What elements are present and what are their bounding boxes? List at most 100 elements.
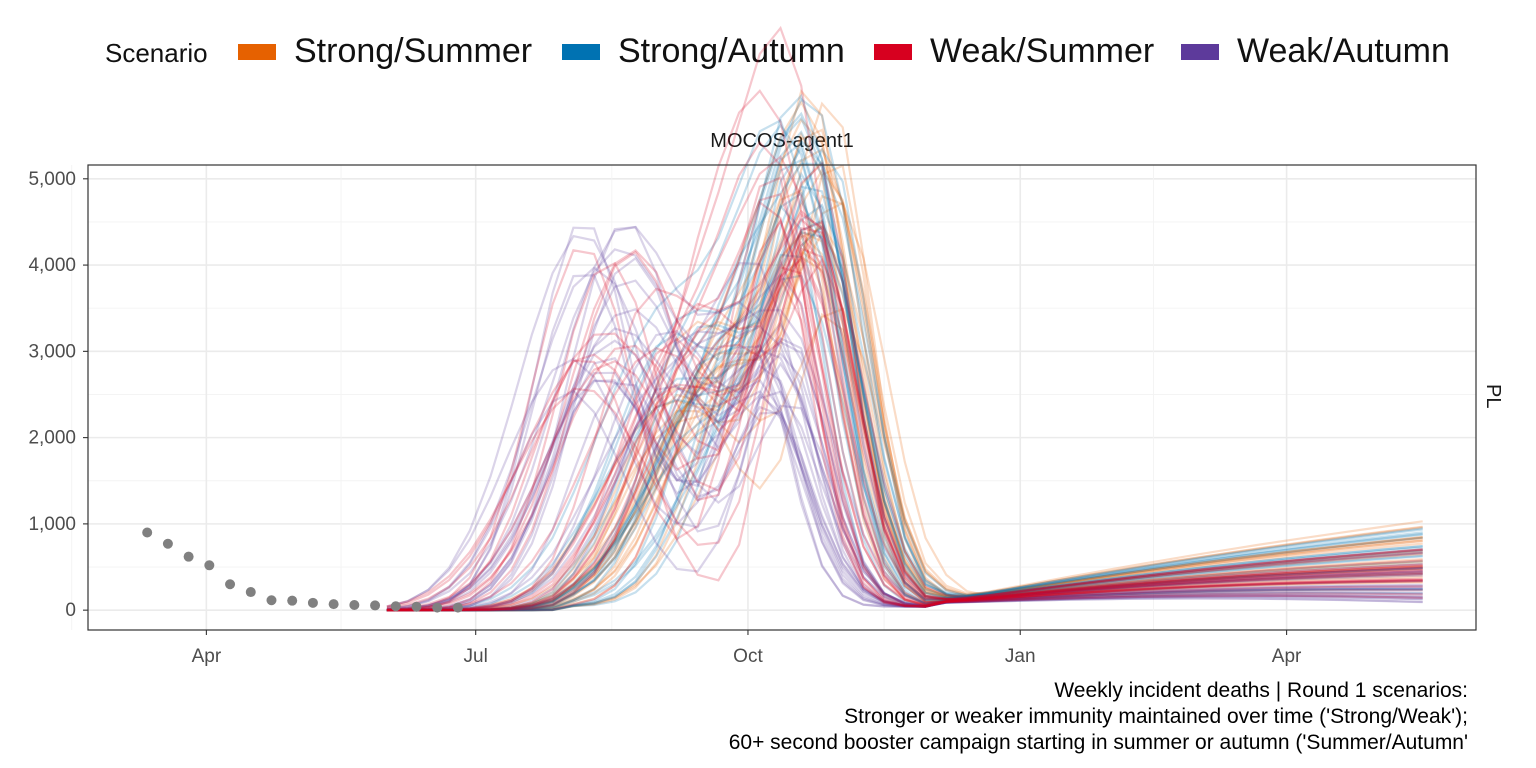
observed-point	[204, 560, 215, 571]
observed-point	[328, 599, 339, 610]
observed-point	[266, 595, 277, 606]
x-tick-label: Jul	[464, 646, 488, 667]
plot-border	[87, 164, 1477, 631]
trajectory-strong-autumn	[386, 97, 1423, 612]
caption-line-1: Weekly incident deaths | Round 1 scenari…	[1054, 679, 1468, 702]
trajectory-strong-autumn	[386, 147, 1423, 612]
legend-item-strong-autumn: Strong/Autumn	[562, 32, 845, 71]
legend-label-weak-autumn: Weak/Autumn	[1237, 32, 1450, 70]
trajectory-strong-autumn	[386, 171, 1423, 612]
trajectory-weak-summer	[386, 217, 1423, 611]
legend-label-strong-summer: Strong/Summer	[294, 32, 533, 70]
trajectory-strong-summer	[386, 147, 1423, 612]
trajectory-strong-summer	[386, 194, 1423, 612]
legend-swatch-strong-autumn	[562, 43, 600, 60]
trajectory-weak-autumn	[386, 355, 1423, 608]
trajectory-strong-summer	[386, 230, 1423, 612]
legend-swatch-weak-summer	[874, 43, 912, 60]
trajectory-weak-autumn	[386, 272, 1423, 612]
observed-point	[287, 595, 298, 606]
trajectory-strong-summer	[386, 201, 1423, 612]
legend-label-weak-summer: Weak/Summer	[930, 32, 1155, 70]
trajectory-strong-summer	[386, 249, 1423, 612]
trajectory-strong-summer	[386, 117, 1423, 612]
observed-point	[142, 527, 153, 538]
trajectory-weak-autumn	[386, 330, 1423, 612]
y-tick-label: 0	[65, 600, 76, 621]
trajectory-weak-summer	[386, 218, 1423, 612]
trajectory-weak-summer	[386, 217, 1423, 612]
trajectory-strong-summer	[386, 128, 1423, 612]
trajectory-strong-autumn	[386, 138, 1423, 612]
trajectory-strong-summer	[386, 218, 1423, 612]
trajectory-strong-autumn	[386, 158, 1423, 612]
trajectory-weak-summer	[386, 161, 1423, 612]
trajectory-weak-autumn	[386, 339, 1423, 611]
trajectory-strong-summer	[386, 223, 1423, 612]
trajectory-strong-summer	[386, 168, 1423, 612]
facet-title: MOCOS-agent1	[710, 130, 854, 152]
trajectory-strong-autumn	[386, 203, 1423, 612]
trajectory-strong-autumn	[386, 130, 1423, 612]
trajectory-weak-summer	[386, 240, 1423, 612]
trajectory-weak-summer	[386, 247, 1423, 608]
trajectory-weak-autumn	[386, 327, 1423, 611]
trajectory-strong-summer	[386, 189, 1423, 612]
y-tick-label: 2,000	[28, 428, 76, 449]
trajectory-weak-summer	[386, 209, 1423, 612]
trajectory-weak-autumn	[386, 322, 1423, 612]
trajectory-weak-autumn	[386, 308, 1423, 612]
trajectory-weak-summer	[386, 176, 1423, 612]
trajectory-strong-summer	[386, 100, 1423, 612]
trajectory-strong-autumn	[386, 111, 1423, 612]
legend: Scenario Strong/Summer Strong/Autumn Wea…	[0, 30, 1536, 80]
trajectory-weak-summer	[386, 261, 1423, 612]
observed-point	[307, 597, 318, 608]
trajectory-strong-autumn	[386, 198, 1423, 612]
trajectory-weak-autumn	[386, 261, 1423, 612]
observed-points	[142, 527, 463, 613]
trajectory-strong-autumn	[386, 123, 1423, 612]
y-tick-label: 1,000	[28, 514, 76, 535]
trajectory-weak-autumn	[386, 274, 1423, 612]
trajectory-strong-summer	[386, 307, 1423, 612]
trajectory-strong-summer	[386, 312, 1423, 612]
x-tick-label: Jan	[1005, 646, 1036, 667]
trajectory-weak-autumn	[386, 343, 1423, 612]
observed-point	[411, 601, 422, 612]
trajectory-weak-summer	[386, 25, 1423, 612]
x-tick-label: Oct	[733, 646, 763, 667]
y-tick-label: 5,000	[28, 169, 76, 190]
trajectory-strong-autumn	[386, 185, 1423, 612]
trajectory-weak-summer	[386, 213, 1423, 611]
trajectory-weak-summer	[386, 251, 1423, 612]
trajectory-strong-summer	[386, 231, 1423, 612]
trajectory-strong-autumn	[386, 253, 1423, 612]
legend-item-weak-autumn: Weak/Autumn	[1181, 32, 1450, 71]
trajectory-weak-summer	[386, 231, 1423, 611]
trajectory-weak-autumn	[386, 336, 1423, 612]
legend-swatch-strong-summer	[238, 43, 276, 60]
trajectory-strong-autumn	[386, 274, 1423, 612]
trajectory-strong-autumn	[386, 191, 1423, 612]
x-tick-label: Apr	[192, 646, 222, 667]
trajectory-weak-summer	[386, 220, 1423, 612]
scenario-trajectories	[386, 25, 1423, 612]
trajectory-strong-summer	[386, 232, 1423, 612]
legend-item-weak-summer: Weak/Summer	[874, 32, 1154, 71]
observed-point	[370, 600, 381, 611]
trajectory-weak-autumn	[386, 234, 1423, 608]
observed-point	[432, 602, 443, 613]
observed-point	[183, 551, 194, 562]
observed-point	[162, 538, 173, 549]
trajectory-strong-autumn	[386, 116, 1423, 612]
observed-point	[349, 599, 360, 610]
trajectory-weak-autumn	[386, 248, 1423, 610]
observed-point	[225, 579, 236, 590]
caption-line-2: Stronger or weaker immunity maintained o…	[844, 705, 1468, 728]
trajectory-weak-summer	[386, 257, 1423, 612]
caption-line-3: 60+ second booster campaign starting in …	[728, 731, 1468, 754]
trajectory-weak-autumn	[386, 225, 1423, 611]
trajectory-weak-summer	[386, 266, 1423, 612]
